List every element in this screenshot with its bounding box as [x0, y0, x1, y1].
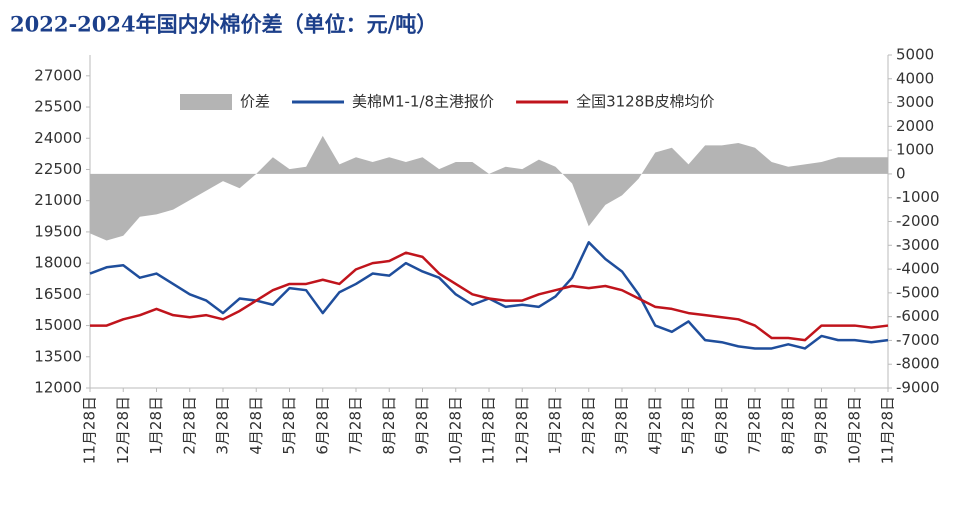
- y2-tick-label: 1000: [896, 141, 934, 159]
- y-tick-label: 13500: [34, 347, 82, 365]
- y2-tick-label: -7000: [896, 331, 940, 349]
- x-tick-label: 3月28日: [214, 396, 232, 455]
- x-tick-label: 10月28日: [446, 396, 464, 464]
- y2-tick-label: 5000: [896, 46, 934, 64]
- y2-tick-label: 2000: [896, 117, 934, 135]
- x-tick-label: 11月28日: [480, 396, 498, 464]
- x-tick-label: 3月28日: [613, 396, 631, 455]
- y2-tick-label: -4000: [896, 260, 940, 278]
- y-tick-label: 15000: [34, 316, 82, 334]
- legend-label: 价差: [240, 93, 270, 111]
- x-tick-label: 11月28日: [81, 396, 99, 464]
- y2-tick-label: -5000: [896, 283, 940, 301]
- y-tick-label: 24000: [34, 129, 82, 147]
- x-tick-label: 9月28日: [812, 396, 830, 455]
- x-tick-label: 12月28日: [513, 396, 531, 464]
- y2-tick-label: -8000: [896, 355, 940, 373]
- y2-tick-label: -3000: [896, 236, 940, 254]
- y-tick-label: 27000: [34, 66, 82, 84]
- legend-swatch: [180, 94, 232, 110]
- y-tick-label: 25500: [34, 98, 82, 116]
- y-tick-label: 19500: [34, 222, 82, 240]
- x-tick-label: 8月28日: [779, 396, 797, 455]
- x-tick-label: 4月28日: [247, 396, 265, 455]
- x-tick-label: 6月28日: [712, 396, 730, 455]
- y2-tick-label: -9000: [896, 379, 940, 397]
- y2-tick-label: -6000: [896, 307, 940, 325]
- x-tick-label: 2月28日: [579, 396, 597, 455]
- x-tick-label: 1月28日: [147, 396, 165, 455]
- y-tick-label: 22500: [34, 160, 82, 178]
- x-tick-label: 11月28日: [879, 396, 897, 464]
- x-tick-label: 9月28日: [413, 396, 431, 455]
- y2-tick-label: -1000: [896, 188, 940, 206]
- legend-label: 全国3128B皮棉均价: [576, 93, 714, 111]
- x-tick-label: 5月28日: [280, 396, 298, 455]
- y2-tick-label: 4000: [896, 69, 934, 87]
- x-tick-label: 10月28日: [845, 396, 863, 464]
- x-tick-label: 6月28日: [313, 396, 331, 455]
- legend-label: 美棉M1-1/8主港报价: [352, 93, 494, 111]
- x-tick-label: 12月28日: [114, 396, 132, 464]
- x-tick-label: 4月28日: [646, 396, 664, 455]
- y-tick-label: 21000: [34, 191, 82, 209]
- x-tick-label: 8月28日: [380, 396, 398, 455]
- y-tick-label: 16500: [34, 285, 82, 303]
- x-tick-label: 7月28日: [347, 396, 365, 455]
- price-line: [89, 241, 889, 350]
- y-tick-label: 12000: [34, 379, 82, 397]
- y-tick-label: 18000: [34, 254, 82, 272]
- y2-tick-label: -2000: [896, 212, 940, 230]
- chart-title: 2022-2024年国内外棉价差（单位：元/吨）: [10, 12, 437, 37]
- y2-tick-label: 3000: [896, 93, 934, 111]
- x-tick-label: 1月28日: [546, 396, 564, 455]
- x-tick-label: 5月28日: [679, 396, 697, 455]
- spread-area: [90, 135, 888, 241]
- y2-tick-label: 0: [896, 164, 906, 182]
- x-tick-label: 2月28日: [180, 396, 198, 455]
- x-tick-label: 7月28日: [746, 396, 764, 455]
- price-line: [90, 251, 889, 342]
